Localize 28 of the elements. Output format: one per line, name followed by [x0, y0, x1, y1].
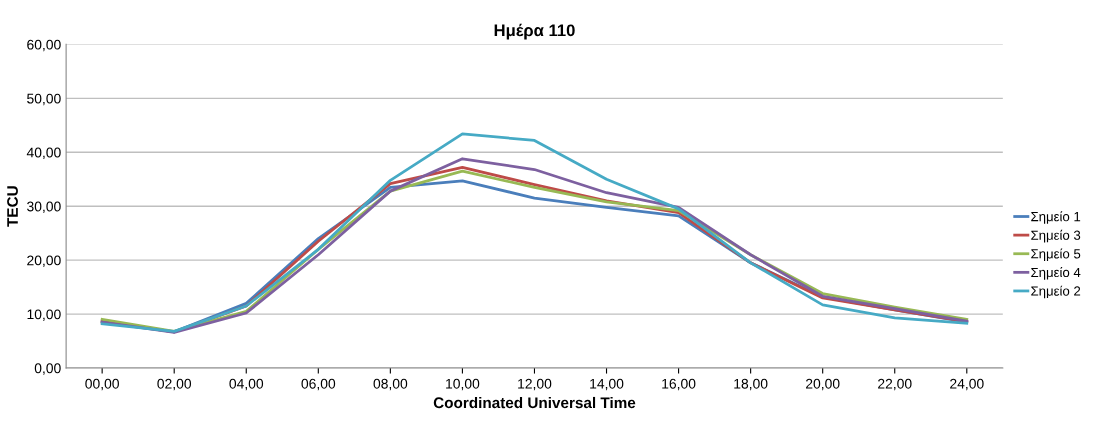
y-tick-label: 10,00: [27, 309, 61, 321]
y-tick-label: 60,00: [27, 39, 61, 52]
x-tick-label: 20,00: [806, 378, 840, 391]
x-tick-label: 06,00: [301, 378, 336, 391]
legend-label: Σημείο 2: [1031, 285, 1081, 299]
x-tick-label: 18,00: [734, 378, 768, 391]
x-tick-label: 22,00: [878, 378, 912, 391]
x-tick-label: 04,00: [229, 378, 264, 391]
y-tick-label: 50,00: [27, 93, 61, 106]
y-tick-label: 0,00: [34, 363, 61, 375]
x-tick-label: 10,00: [446, 378, 480, 391]
x-tick-label: 00,00: [85, 378, 119, 391]
x-tick-label: 16,00: [662, 378, 696, 391]
legend-label: Σημείο 4: [1031, 267, 1081, 280]
y-tick-label: 30,00: [27, 201, 61, 214]
x-tick-label: 02,00: [157, 378, 192, 391]
chart-title: Ημέρα 110: [494, 23, 575, 40]
x-tick-label: 14,00: [590, 378, 624, 391]
x-tick-label: 24,00: [950, 378, 984, 391]
y-tick-label: 40,00: [26, 147, 61, 160]
legend-label: Σημείο 3: [1031, 229, 1081, 243]
legend-label: Σημείο 5: [1031, 248, 1081, 262]
legend-label: Σημείο 1: [1031, 211, 1081, 224]
x-tick-label: 12,00: [518, 378, 552, 391]
x-axis-title: Coordinated Universal Time: [433, 396, 636, 409]
y-axis-title: TECU: [7, 186, 18, 227]
x-tick-label: 08,00: [373, 378, 408, 391]
y-tick-label: 20,00: [27, 255, 61, 267]
